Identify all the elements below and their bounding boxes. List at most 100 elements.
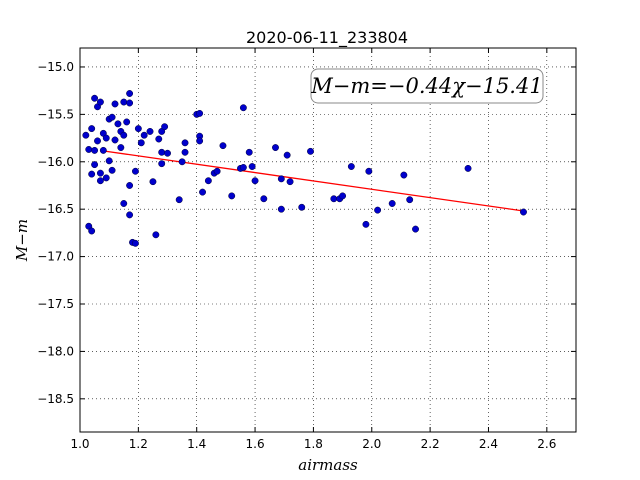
data-points bbox=[82, 90, 527, 247]
data-point bbox=[99, 146, 107, 154]
data-point bbox=[277, 205, 285, 213]
data-point bbox=[228, 192, 236, 200]
x-tick-labels: 1.0 1.2 1.4 1.6 1.8 2.0 2.2 2.4 2.6 bbox=[70, 437, 556, 451]
data-point bbox=[96, 169, 104, 177]
x-tick-label: 1.4 bbox=[187, 437, 206, 451]
data-point bbox=[388, 200, 396, 207]
data-point bbox=[520, 208, 527, 216]
data-point bbox=[120, 98, 128, 106]
plot-frame bbox=[79, 47, 577, 433]
data-point bbox=[158, 160, 166, 168]
data-point bbox=[120, 131, 128, 139]
data-point bbox=[400, 171, 408, 179]
data-point bbox=[96, 98, 104, 106]
data-point bbox=[94, 137, 101, 145]
data-point bbox=[339, 192, 347, 200]
data-point bbox=[161, 123, 169, 131]
equation-box bbox=[310, 68, 544, 104]
data-point bbox=[88, 125, 96, 133]
data-point bbox=[286, 178, 294, 186]
data-point bbox=[251, 177, 259, 185]
y-tick-label: −15.0 bbox=[37, 60, 74, 74]
x-tick-label: 2.4 bbox=[479, 437, 498, 451]
data-point bbox=[88, 170, 96, 178]
data-point bbox=[196, 109, 204, 117]
y-tick-label: −17.5 bbox=[37, 297, 74, 311]
data-point bbox=[239, 104, 247, 112]
x-tick-label: 2.2 bbox=[421, 437, 440, 451]
data-point bbox=[213, 167, 221, 175]
data-point bbox=[181, 148, 189, 156]
data-point bbox=[96, 177, 104, 185]
data-point bbox=[175, 196, 183, 204]
data-point bbox=[330, 195, 338, 203]
data-point bbox=[204, 177, 212, 185]
data-point bbox=[196, 137, 204, 145]
data-point bbox=[155, 135, 163, 143]
data-point bbox=[91, 161, 99, 169]
y-tick-label: −17.0 bbox=[37, 250, 74, 264]
data-point bbox=[239, 164, 247, 171]
data-point bbox=[111, 100, 119, 108]
data-point bbox=[91, 94, 99, 102]
x-axis-label: airmass bbox=[298, 456, 358, 474]
data-point bbox=[277, 175, 285, 183]
data-point bbox=[272, 144, 279, 152]
data-point bbox=[126, 99, 134, 107]
data-point bbox=[105, 157, 113, 165]
data-point bbox=[248, 163, 256, 170]
data-point bbox=[412, 225, 419, 233]
data-point bbox=[219, 142, 227, 150]
data-point bbox=[117, 144, 125, 152]
data-point bbox=[149, 178, 157, 186]
data-point bbox=[134, 125, 142, 133]
data-point bbox=[347, 163, 355, 170]
data-point bbox=[131, 167, 139, 175]
data-point bbox=[464, 164, 472, 172]
x-tick-label: 1.0 bbox=[70, 437, 89, 451]
y-tick-label: −18.5 bbox=[37, 392, 74, 406]
data-point bbox=[146, 127, 154, 135]
data-point bbox=[137, 139, 145, 147]
y-tick-label: −16.0 bbox=[37, 155, 74, 169]
plot-area bbox=[80, 48, 576, 432]
data-point bbox=[406, 196, 414, 204]
data-point bbox=[158, 148, 166, 156]
y-tick-label: −18.0 bbox=[37, 344, 74, 358]
data-point bbox=[362, 220, 370, 228]
data-point bbox=[126, 211, 134, 219]
fit-equation: M−m=−0.44χ−15.41 bbox=[310, 74, 542, 98]
data-point bbox=[283, 151, 291, 159]
data-point bbox=[88, 227, 96, 235]
data-point bbox=[108, 113, 116, 121]
data-point bbox=[114, 120, 122, 128]
axis-ticks bbox=[79, 48, 576, 432]
data-point bbox=[91, 146, 99, 154]
data-point bbox=[365, 167, 373, 175]
data-point bbox=[82, 131, 90, 139]
x-tick-label: 1.2 bbox=[129, 437, 148, 451]
data-point bbox=[120, 200, 128, 207]
data-point bbox=[108, 166, 116, 174]
chart-title: 2020-06-11_233804 bbox=[246, 28, 408, 48]
data-point bbox=[102, 174, 110, 182]
x-tick-label: 2.6 bbox=[537, 437, 556, 451]
data-point bbox=[298, 203, 306, 211]
data-point bbox=[178, 158, 186, 166]
data-point bbox=[123, 118, 131, 126]
data-point bbox=[140, 131, 148, 139]
data-point bbox=[374, 206, 382, 214]
y-tick-label: −16.5 bbox=[37, 202, 74, 216]
data-point bbox=[102, 134, 110, 142]
x-tick-label: 1.8 bbox=[304, 437, 323, 451]
data-point bbox=[181, 139, 189, 147]
x-tick-label: 2.0 bbox=[362, 437, 381, 451]
data-point bbox=[111, 136, 119, 144]
y-tick-labels: −15.0 −15.5 −16.0 −16.5 −17.0 −17.5 −18.0 −18.5 bbox=[37, 60, 74, 406]
data-point bbox=[164, 149, 171, 157]
fit-line bbox=[100, 149, 524, 212]
data-point bbox=[199, 188, 206, 196]
x-tick-label: 1.6 bbox=[246, 437, 265, 451]
data-point bbox=[152, 231, 160, 239]
